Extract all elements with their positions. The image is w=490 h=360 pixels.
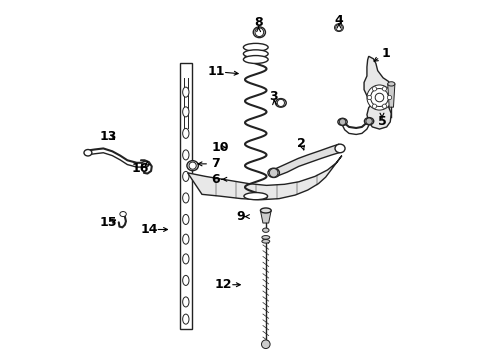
Text: 7: 7 — [211, 157, 220, 170]
Circle shape — [270, 168, 278, 177]
Circle shape — [372, 87, 377, 91]
Ellipse shape — [263, 228, 269, 232]
Ellipse shape — [183, 129, 189, 138]
Text: 4: 4 — [335, 14, 343, 27]
Ellipse shape — [388, 82, 395, 86]
Text: 11: 11 — [208, 65, 225, 78]
Text: 3: 3 — [270, 90, 278, 103]
Ellipse shape — [338, 118, 347, 126]
Ellipse shape — [84, 149, 92, 156]
Ellipse shape — [365, 118, 374, 125]
Text: 5: 5 — [378, 116, 386, 129]
Circle shape — [382, 87, 387, 91]
Ellipse shape — [244, 193, 268, 200]
Ellipse shape — [244, 43, 268, 51]
Text: 14: 14 — [140, 223, 158, 236]
Ellipse shape — [262, 239, 270, 243]
Text: 13: 13 — [99, 130, 117, 143]
Ellipse shape — [187, 161, 198, 171]
Ellipse shape — [262, 235, 270, 239]
Text: 2: 2 — [297, 137, 306, 150]
Circle shape — [336, 24, 342, 31]
Polygon shape — [388, 84, 395, 107]
Ellipse shape — [183, 87, 189, 97]
Bar — [180, 63, 192, 329]
Circle shape — [382, 104, 387, 108]
Text: 16: 16 — [132, 162, 149, 175]
Ellipse shape — [244, 50, 268, 58]
Polygon shape — [364, 56, 392, 129]
Text: 15: 15 — [99, 216, 117, 229]
Ellipse shape — [183, 275, 189, 285]
Text: 6: 6 — [211, 173, 220, 186]
Text: 10: 10 — [211, 140, 229, 153]
Polygon shape — [188, 156, 342, 200]
Polygon shape — [260, 211, 271, 223]
Ellipse shape — [183, 107, 189, 117]
Ellipse shape — [183, 193, 189, 203]
Ellipse shape — [142, 161, 149, 167]
Text: 1: 1 — [381, 47, 390, 60]
Ellipse shape — [183, 314, 189, 324]
Circle shape — [388, 95, 392, 100]
Text: 9: 9 — [236, 210, 245, 223]
Ellipse shape — [183, 171, 189, 181]
Circle shape — [366, 118, 372, 125]
Circle shape — [262, 340, 270, 348]
Ellipse shape — [183, 234, 189, 244]
Circle shape — [339, 119, 346, 125]
Polygon shape — [274, 144, 339, 177]
Ellipse shape — [275, 99, 286, 107]
Ellipse shape — [183, 297, 189, 307]
Text: 12: 12 — [215, 278, 232, 291]
Ellipse shape — [253, 27, 266, 38]
Circle shape — [370, 89, 389, 107]
Circle shape — [372, 104, 377, 108]
Ellipse shape — [335, 144, 345, 153]
Circle shape — [255, 28, 264, 37]
Circle shape — [375, 93, 384, 102]
Circle shape — [277, 99, 285, 107]
Ellipse shape — [268, 168, 279, 177]
Ellipse shape — [183, 254, 189, 264]
Ellipse shape — [335, 24, 343, 32]
Ellipse shape — [183, 150, 189, 160]
Circle shape — [368, 95, 371, 100]
Ellipse shape — [244, 55, 268, 63]
Ellipse shape — [120, 212, 126, 217]
Circle shape — [367, 85, 392, 110]
Ellipse shape — [183, 215, 189, 225]
Ellipse shape — [260, 208, 271, 213]
Text: 8: 8 — [254, 17, 263, 30]
Circle shape — [189, 162, 196, 169]
